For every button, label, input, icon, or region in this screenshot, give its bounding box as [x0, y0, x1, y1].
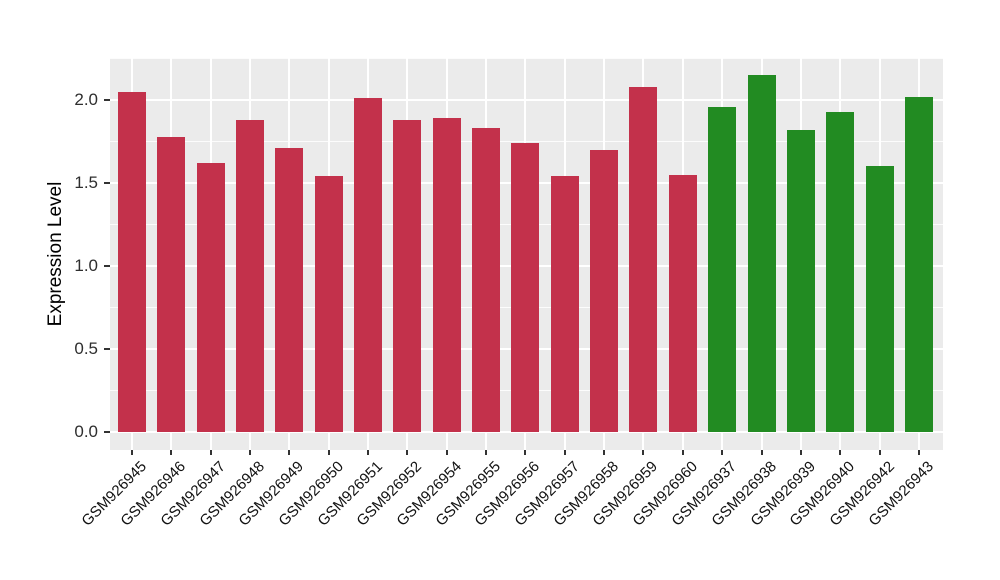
- bar-GSM926947: [196, 163, 225, 432]
- bar-GSM926945: [117, 91, 146, 432]
- bar-GSM926940: [826, 111, 855, 432]
- bar-GSM926948: [235, 119, 264, 432]
- bar-GSM926937: [708, 106, 737, 432]
- bar-GSM926952: [393, 119, 422, 432]
- y-tick-label: 0.0: [74, 422, 98, 441]
- bar-GSM926960: [668, 174, 697, 432]
- y-tick-mark: [104, 265, 110, 267]
- x-tick-mark: [366, 450, 369, 455]
- x-tick-mark: [327, 450, 330, 455]
- x-tick-mark: [681, 450, 684, 455]
- x-tick-mark: [445, 450, 448, 455]
- bar-GSM926959: [629, 86, 658, 432]
- x-tick-mark: [288, 450, 291, 455]
- bar-GSM926958: [590, 149, 619, 432]
- bar-GSM926939: [786, 129, 815, 432]
- y-tick-mark: [104, 348, 110, 350]
- x-tick-mark: [406, 450, 409, 455]
- gridline-major-horizontal: [110, 431, 943, 433]
- bar-GSM926942: [865, 166, 894, 432]
- bar-GSM926954: [432, 118, 461, 432]
- bar-GSM926955: [472, 128, 501, 432]
- x-tick-mark: [760, 450, 763, 455]
- x-tick-mark: [799, 450, 802, 455]
- x-tick-mark: [642, 450, 645, 455]
- x-tick-mark: [839, 450, 842, 455]
- bar-GSM926950: [314, 176, 343, 432]
- x-tick-mark: [130, 450, 133, 455]
- x-tick-mark: [878, 450, 881, 455]
- y-tick-mark: [104, 182, 110, 184]
- y-tick-label: 1.0: [74, 256, 98, 275]
- x-tick-mark: [721, 450, 724, 455]
- bar-GSM926951: [353, 98, 382, 432]
- bar-GSM926949: [275, 148, 304, 432]
- bar-GSM926957: [550, 176, 579, 432]
- gridline-major-horizontal: [110, 99, 943, 101]
- y-tick-mark: [104, 99, 110, 101]
- x-tick-mark: [485, 450, 488, 455]
- x-tick-mark: [524, 450, 527, 455]
- plot-panel: [110, 58, 943, 450]
- x-tick-mark: [209, 450, 212, 455]
- y-tick-label: 2.0: [74, 90, 98, 109]
- x-tick-mark: [563, 450, 566, 455]
- gridline-minor-horizontal: [110, 58, 943, 59]
- y-tick-label: 0.5: [74, 339, 98, 358]
- x-tick-mark: [918, 450, 920, 455]
- x-tick-mark: [248, 450, 251, 455]
- bar-GSM926943: [905, 96, 933, 432]
- x-tick-mark: [170, 450, 173, 455]
- y-axis-title: Expression Level: [45, 181, 66, 327]
- bar-GSM926938: [747, 75, 776, 432]
- x-tick-mark: [603, 450, 606, 455]
- y-tick-mark: [104, 431, 110, 433]
- bar-GSM926956: [511, 143, 540, 432]
- bar-GSM926946: [157, 136, 186, 432]
- y-tick-label: 1.5: [74, 173, 98, 192]
- gridline-minor-horizontal: [110, 141, 943, 142]
